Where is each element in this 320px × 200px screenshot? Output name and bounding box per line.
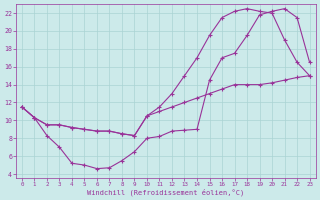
X-axis label: Windchill (Refroidissement éolien,°C): Windchill (Refroidissement éolien,°C): [87, 188, 244, 196]
